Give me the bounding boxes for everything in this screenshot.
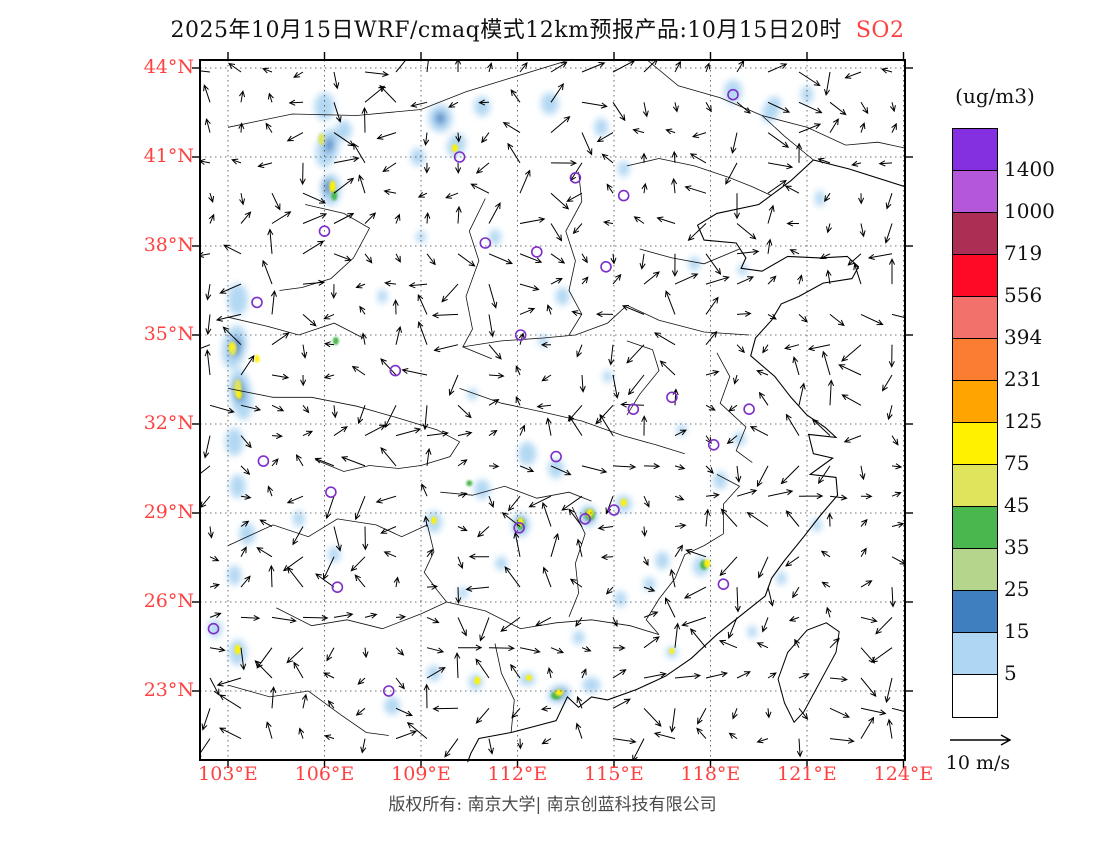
colorbar-tick-label: 5 — [1004, 661, 1017, 685]
colorbar-tick-label: 75 — [1004, 451, 1030, 475]
colorbar-tick-label: 45 — [1004, 493, 1030, 517]
city-markers — [207, 88, 755, 697]
colorbar-block — [953, 339, 997, 381]
lat-tick-label: 44°N — [143, 56, 194, 78]
wind-scale-arrow-icon — [950, 734, 1012, 746]
colorbar-tick-label: 15 — [1004, 619, 1030, 643]
colorbar-tick-label: 125 — [1004, 409, 1043, 433]
colorbar-tick-label: 394 — [1004, 325, 1043, 349]
colorbar-block — [953, 423, 997, 465]
so2-hotspots — [228, 133, 711, 700]
colorbar-tick-label: 1400 — [1004, 157, 1055, 181]
colorbar-block — [953, 129, 997, 171]
chart-title: 2025年10月15日WRF/cmaq模式12km预报产品:10月15日20时 S… — [0, 12, 1075, 44]
colorbar-tick-label: 231 — [1004, 367, 1043, 391]
province-boundaries — [227, 58, 906, 763]
colorbar-block — [953, 675, 997, 717]
colorbar-block — [953, 171, 997, 213]
colorbar-tick-label: 1000 — [1004, 199, 1055, 223]
colorbar-block — [953, 465, 997, 507]
lon-tick-label: 115°E — [584, 763, 644, 785]
wind-vector-arrows — [200, 60, 905, 760]
colorbar-block — [953, 507, 997, 549]
colorbar-tick-label: 556 — [1004, 283, 1043, 307]
colorbar-block — [953, 591, 997, 633]
lat-tick-label: 29°N — [143, 501, 194, 523]
lon-tick-label: 121°E — [777, 763, 837, 785]
colorbar-tick-label: 25 — [1004, 577, 1030, 601]
lat-tick-label: 38°N — [143, 234, 194, 256]
species-label: SO2 — [855, 18, 905, 43]
colorbar-block — [953, 381, 997, 423]
copyright-footer: 版权所有: 南京大学| 南京创蓝科技有限公司 — [388, 795, 717, 815]
map-frame — [199, 59, 906, 761]
lon-tick-label: 124°E — [873, 763, 934, 785]
lat-tick-label: 35°N — [143, 323, 194, 345]
axis-ticks — [192, 52, 913, 768]
map-plot — [192, 52, 913, 768]
colorbar-block — [953, 213, 997, 255]
lon-tick-label: 112°E — [487, 763, 548, 785]
colorbar-tick-label: 35 — [1004, 535, 1030, 559]
lon-tick-label: 103°E — [198, 763, 258, 785]
lat-tick-label: 26°N — [143, 590, 194, 612]
colorbar-block — [953, 633, 997, 675]
latlon-gridlines — [200, 60, 905, 760]
colorbar-block — [953, 549, 997, 591]
wind-scale-label: 10 m/s — [945, 752, 1011, 774]
lon-tick-label: 118°E — [680, 763, 741, 785]
colorbar-unit: (ug/m3) — [955, 84, 1035, 108]
chart-title-text: 2025年10月15日WRF/cmaq模式12km预报产品:10月15日20时 — [170, 18, 842, 43]
map-area — [192, 52, 913, 768]
colorbar — [952, 128, 998, 718]
lon-tick-label: 109°E — [391, 763, 451, 785]
colorbar-tick-label: 719 — [1004, 241, 1043, 265]
lon-tick-label: 106°E — [294, 763, 355, 785]
colorbar-block — [953, 255, 997, 297]
lat-tick-label: 23°N — [143, 679, 194, 701]
colorbar-block — [953, 297, 997, 339]
lat-tick-label: 41°N — [143, 145, 194, 167]
lat-tick-label: 32°N — [143, 412, 194, 434]
